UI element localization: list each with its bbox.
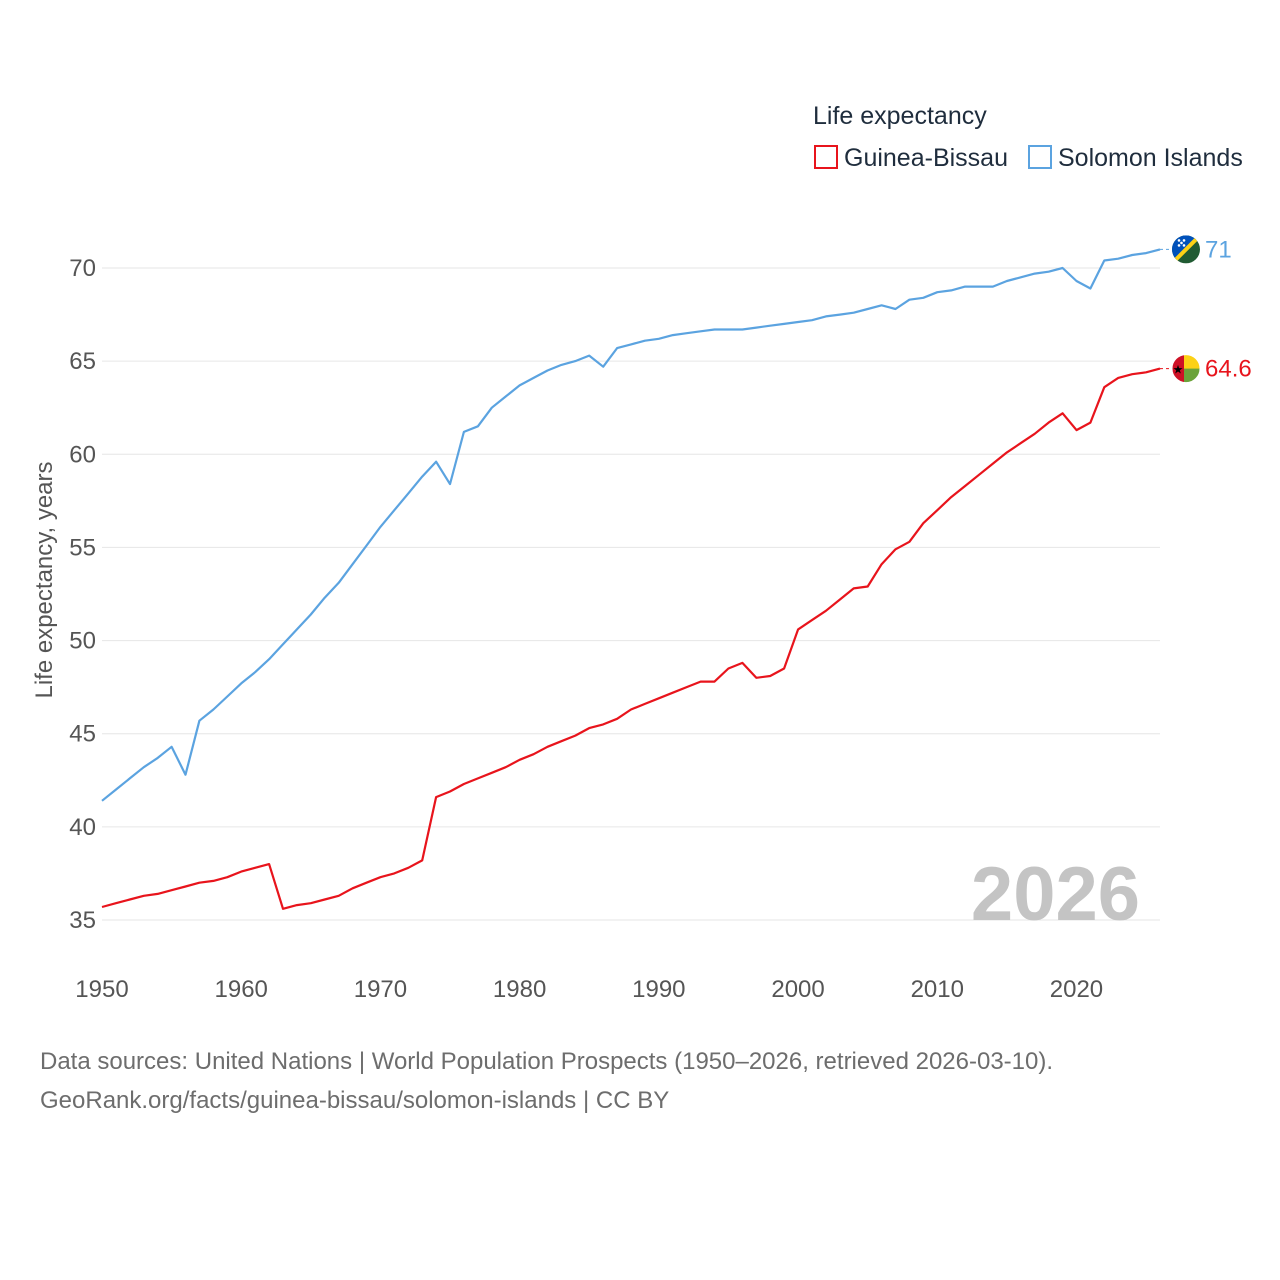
x-tick-label: 1960 [215, 976, 268, 1003]
x-tick-label: 1990 [632, 976, 685, 1003]
series-line-solomon-islands[interactable] [101, 248, 1161, 802]
end-value-label-solomon-islands: 71 [1205, 236, 1232, 263]
series-lines [101, 248, 1161, 910]
source-line: Data sources: United Nations | World Pop… [40, 1048, 1054, 1075]
current-year-label: 2026 [971, 852, 1140, 937]
legend-swatch-solomon-islands [1028, 145, 1052, 169]
y-axis-title: Life expectancy, years [31, 461, 58, 698]
solomon-islands-flag-icon [1172, 235, 1200, 264]
x-tick-label: 1970 [354, 976, 407, 1003]
y-tick-label: 45 [69, 721, 96, 748]
end-markers: 64.6 71 [1160, 236, 1252, 383]
legend-label-guinea-bissau: Guinea-Bissau [844, 144, 1008, 172]
legend-item-guinea-bissau[interactable]: Guinea-Bissau [814, 144, 1008, 172]
legend: Life expectancy Guinea-Bissau Solomon Is… [813, 102, 1243, 172]
y-tick-label: 50 [69, 628, 96, 655]
x-tick-label: 2020 [1050, 976, 1103, 1003]
legend-swatch-guinea-bissau [814, 145, 838, 169]
y-axis-ticks: 35 40 45 50 55 60 65 70 [69, 255, 96, 934]
y-tick-label: 35 [69, 907, 96, 934]
life-expectancy-chart: 35 40 45 50 55 60 65 70 1950 1960 1970 1980 1990 200… [31, 102, 1252, 1003]
y-tick-label: 65 [69, 348, 96, 375]
legend-label-solomon-islands: Solomon Islands [1058, 144, 1243, 172]
svg-text:★: ★ [1173, 363, 1184, 377]
series-line-guinea-bissau[interactable] [101, 367, 1161, 910]
attribution-line: GeoRank.org/facts/guinea-bissau/solomon-… [40, 1087, 670, 1114]
x-tick-label: 1950 [75, 976, 128, 1003]
x-tick-label: 1980 [493, 976, 546, 1003]
guinea-bissau-flag-icon: ★ [1171, 354, 1201, 384]
gridlines [102, 267, 1160, 921]
legend-item-solomon-islands[interactable]: Solomon Islands [1028, 144, 1243, 172]
y-tick-label: 40 [69, 814, 96, 841]
end-value-label-guinea-bissau: 64.6 [1205, 356, 1252, 383]
data-source-note: Data sources: United Nations | World Pop… [40, 1042, 1260, 1120]
x-tick-label: 2000 [771, 976, 824, 1003]
x-axis-ticks: 1950 1960 1970 1980 1990 2000 2010 2020 [75, 976, 1103, 1003]
y-tick-label: 60 [69, 441, 96, 468]
x-tick-label: 2010 [911, 976, 964, 1003]
y-tick-label: 70 [69, 255, 96, 282]
y-tick-label: 55 [69, 534, 96, 561]
legend-title: Life expectancy [813, 102, 987, 130]
